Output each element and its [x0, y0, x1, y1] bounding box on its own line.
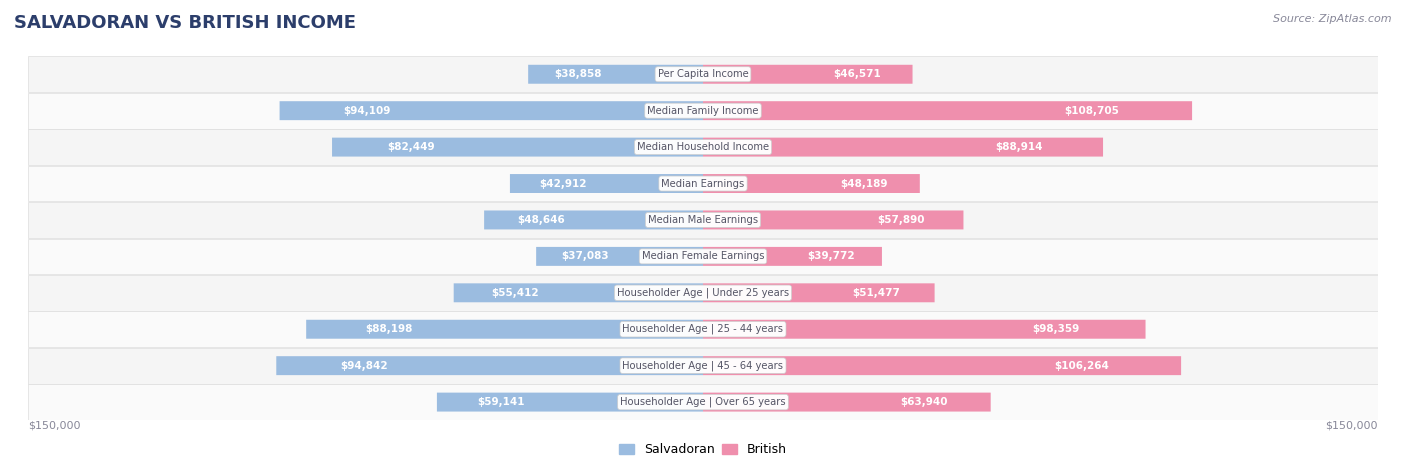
Bar — [28, 348, 1378, 383]
Text: $57,890: $57,890 — [877, 215, 924, 225]
Text: $42,912: $42,912 — [538, 178, 586, 189]
Text: $38,858: $38,858 — [554, 69, 602, 79]
FancyBboxPatch shape — [307, 320, 703, 339]
Text: $63,940: $63,940 — [900, 397, 948, 407]
Bar — [28, 166, 1378, 201]
FancyBboxPatch shape — [703, 356, 1181, 375]
FancyBboxPatch shape — [703, 101, 1192, 120]
FancyBboxPatch shape — [529, 65, 703, 84]
Bar — [28, 384, 1378, 420]
Bar — [28, 311, 1378, 347]
Text: $37,083: $37,083 — [561, 251, 609, 262]
FancyBboxPatch shape — [703, 138, 1104, 156]
Text: Householder Age | Under 25 years: Householder Age | Under 25 years — [617, 288, 789, 298]
Text: $150,000: $150,000 — [28, 421, 80, 431]
Text: $51,477: $51,477 — [852, 288, 900, 298]
Text: Median Family Income: Median Family Income — [647, 106, 759, 116]
Legend: Salvadoran, British: Salvadoran, British — [614, 439, 792, 461]
Text: Median Household Income: Median Household Income — [637, 142, 769, 152]
Text: $39,772: $39,772 — [807, 251, 855, 262]
FancyBboxPatch shape — [454, 283, 703, 302]
FancyBboxPatch shape — [277, 356, 703, 375]
FancyBboxPatch shape — [703, 211, 963, 229]
FancyBboxPatch shape — [703, 247, 882, 266]
Text: Householder Age | 45 - 64 years: Householder Age | 45 - 64 years — [623, 361, 783, 371]
FancyBboxPatch shape — [703, 174, 920, 193]
Text: $106,264: $106,264 — [1054, 361, 1109, 371]
Bar — [28, 239, 1378, 274]
Text: Median Earnings: Median Earnings — [661, 178, 745, 189]
Bar — [28, 275, 1378, 311]
Text: Per Capita Income: Per Capita Income — [658, 69, 748, 79]
Text: $94,109: $94,109 — [343, 106, 391, 116]
Text: $108,705: $108,705 — [1064, 106, 1119, 116]
Text: $150,000: $150,000 — [1326, 421, 1378, 431]
Text: $48,189: $48,189 — [839, 178, 887, 189]
Text: $98,359: $98,359 — [1032, 324, 1080, 334]
Text: $46,571: $46,571 — [834, 69, 882, 79]
FancyBboxPatch shape — [703, 65, 912, 84]
Bar — [28, 57, 1378, 92]
Text: SALVADORAN VS BRITISH INCOME: SALVADORAN VS BRITISH INCOME — [14, 14, 356, 32]
Bar — [28, 202, 1378, 238]
Text: Median Female Earnings: Median Female Earnings — [641, 251, 765, 262]
Bar — [28, 93, 1378, 128]
FancyBboxPatch shape — [332, 138, 703, 156]
Text: $94,842: $94,842 — [340, 361, 388, 371]
Text: $82,449: $82,449 — [388, 142, 436, 152]
Text: $88,198: $88,198 — [366, 324, 413, 334]
FancyBboxPatch shape — [484, 211, 703, 229]
FancyBboxPatch shape — [703, 393, 991, 411]
Text: $48,646: $48,646 — [517, 215, 565, 225]
FancyBboxPatch shape — [536, 247, 703, 266]
FancyBboxPatch shape — [510, 174, 703, 193]
Bar — [28, 129, 1378, 165]
FancyBboxPatch shape — [437, 393, 703, 411]
Text: Source: ZipAtlas.com: Source: ZipAtlas.com — [1274, 14, 1392, 24]
Text: Householder Age | 25 - 44 years: Householder Age | 25 - 44 years — [623, 324, 783, 334]
FancyBboxPatch shape — [280, 101, 703, 120]
Text: Householder Age | Over 65 years: Householder Age | Over 65 years — [620, 397, 786, 407]
FancyBboxPatch shape — [703, 320, 1146, 339]
Text: $59,141: $59,141 — [477, 397, 524, 407]
Text: $88,914: $88,914 — [995, 142, 1043, 152]
FancyBboxPatch shape — [703, 283, 935, 302]
Text: $55,412: $55,412 — [491, 288, 538, 298]
Text: Median Male Earnings: Median Male Earnings — [648, 215, 758, 225]
